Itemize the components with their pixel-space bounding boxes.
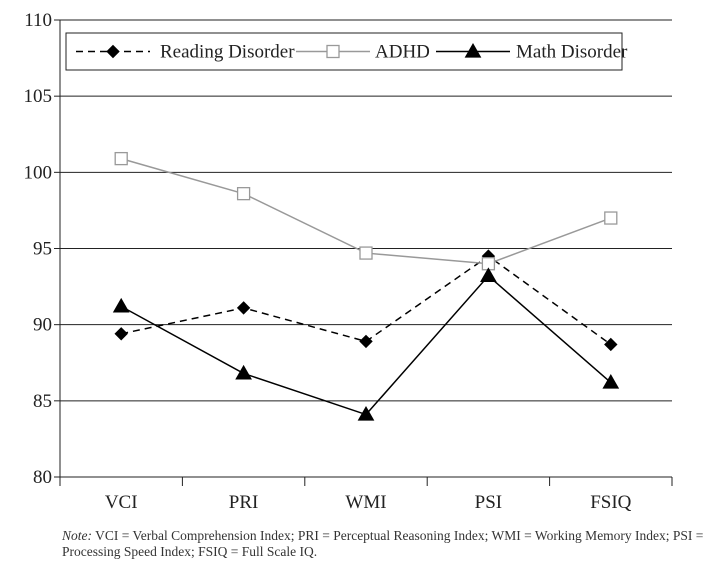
point-math-disorder-vci	[112, 297, 130, 313]
x-tick-label-psi: PSI	[475, 492, 502, 513]
note-label: Note:	[62, 528, 92, 543]
legend-box	[65, 32, 623, 71]
point-math-disorder-wmi	[357, 406, 375, 421]
series-group	[112, 151, 620, 421]
series-line-reading-disorder	[121, 255, 612, 346]
y-tick-label-85: 85	[33, 391, 52, 412]
point-reading-disorder-fsiq	[604, 337, 618, 352]
legend-marker-adhd	[326, 44, 340, 59]
legend-marker-reading-disorder	[106, 44, 120, 59]
y-tick-label-100: 100	[24, 162, 53, 183]
legend-label-adhd: ADHD	[375, 42, 430, 63]
point-adhd-wmi	[359, 246, 373, 260]
legend-label-reading-disorder: Reading Disorder	[160, 42, 295, 63]
axes	[54, 19, 673, 486]
point-math-disorder-pri	[235, 364, 252, 380]
y-tick-label-110: 110	[24, 10, 52, 31]
y-tick-label-80: 80	[33, 467, 52, 488]
y-tick-label-95: 95	[33, 239, 52, 260]
point-adhd-pri	[236, 187, 251, 201]
point-math-disorder-fsiq	[602, 374, 620, 389]
note-text: VCI = Verbal Comprehension Index; PRI = …	[62, 528, 704, 559]
point-reading-disorder-pri	[236, 301, 251, 315]
x-tick-label-fsiq: FSIQ	[590, 492, 631, 513]
legend-marker-math-disorder	[464, 42, 482, 58]
x-tick-labels: VCI PRI WMI PSI FSIQ	[105, 492, 632, 513]
point-adhd-vci	[114, 151, 128, 166]
legend: Reading Disorder ADHD Math Disorder	[65, 32, 628, 71]
chart-note: Note: VCI = Verbal Comprehension Index; …	[62, 528, 712, 560]
y-tick-label-90: 90	[33, 315, 52, 336]
point-reading-disorder-vci	[114, 327, 128, 341]
line-chart: 80 85 90 95 100 105 110 VCI PRI WMI PSI FSIQ Readi…	[24, 10, 673, 513]
legend-label-math-disorder: Math Disorder	[516, 42, 628, 63]
y-tick-labels: 80 85 90 95 100 105 110	[24, 10, 53, 488]
point-reading-disorder-wmi	[359, 334, 373, 349]
point-adhd-fsiq	[604, 211, 618, 225]
point-math-disorder-psi	[480, 267, 497, 283]
y-tick-label-105: 105	[24, 86, 53, 107]
x-tick-label-pri: PRI	[229, 492, 259, 513]
x-tick-label-wmi: WMI	[345, 492, 386, 513]
x-tick-label-vci: VCI	[105, 492, 138, 513]
